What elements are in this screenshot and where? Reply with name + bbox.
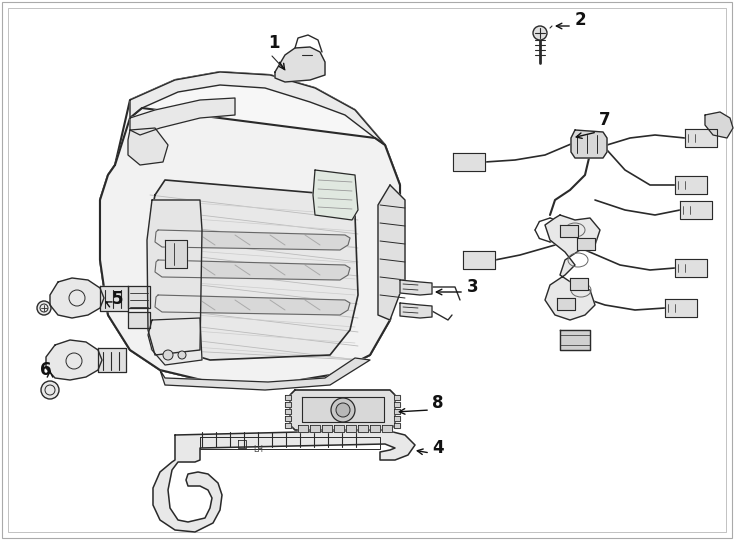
Polygon shape: [46, 340, 102, 380]
Polygon shape: [577, 238, 595, 250]
Text: 1: 1: [268, 34, 280, 52]
Polygon shape: [394, 409, 400, 414]
Polygon shape: [705, 112, 733, 138]
Polygon shape: [322, 425, 332, 432]
Polygon shape: [453, 153, 485, 171]
Polygon shape: [155, 295, 350, 315]
Polygon shape: [463, 251, 495, 269]
Polygon shape: [128, 312, 150, 328]
Text: LH: LH: [253, 444, 263, 454]
Polygon shape: [165, 240, 187, 268]
Polygon shape: [400, 303, 432, 318]
Polygon shape: [571, 130, 607, 158]
Polygon shape: [302, 397, 384, 422]
Text: 3: 3: [467, 278, 479, 296]
Text: 7: 7: [599, 111, 611, 129]
Polygon shape: [130, 72, 385, 145]
Polygon shape: [394, 402, 400, 407]
Polygon shape: [155, 230, 350, 250]
Circle shape: [178, 351, 186, 359]
Polygon shape: [153, 430, 415, 532]
Polygon shape: [50, 278, 104, 318]
Polygon shape: [675, 176, 707, 194]
Polygon shape: [285, 395, 291, 400]
Polygon shape: [310, 425, 320, 432]
Polygon shape: [346, 425, 356, 432]
Polygon shape: [100, 108, 400, 385]
Polygon shape: [557, 298, 575, 310]
Polygon shape: [665, 299, 697, 317]
Polygon shape: [147, 200, 202, 355]
Circle shape: [336, 403, 350, 417]
Circle shape: [41, 381, 59, 399]
Text: 6: 6: [40, 361, 51, 379]
Polygon shape: [160, 358, 370, 390]
Polygon shape: [298, 425, 308, 432]
Polygon shape: [155, 260, 350, 280]
Text: 8: 8: [432, 394, 443, 412]
Polygon shape: [358, 425, 368, 432]
Polygon shape: [290, 390, 395, 430]
Polygon shape: [148, 180, 358, 360]
Polygon shape: [100, 72, 400, 385]
Text: 2: 2: [575, 11, 586, 29]
Circle shape: [37, 301, 51, 315]
Text: 5: 5: [112, 290, 123, 308]
Polygon shape: [382, 425, 392, 432]
Polygon shape: [400, 280, 432, 295]
Polygon shape: [545, 215, 600, 320]
Polygon shape: [275, 47, 325, 82]
Polygon shape: [394, 395, 400, 400]
Polygon shape: [685, 129, 717, 147]
Polygon shape: [98, 348, 126, 372]
Polygon shape: [370, 425, 380, 432]
Polygon shape: [378, 185, 405, 320]
Polygon shape: [100, 286, 128, 311]
Polygon shape: [394, 416, 400, 421]
Polygon shape: [285, 402, 291, 407]
Polygon shape: [285, 409, 291, 414]
Circle shape: [163, 350, 173, 360]
Polygon shape: [313, 170, 358, 220]
Polygon shape: [675, 259, 707, 277]
Polygon shape: [285, 416, 291, 421]
Polygon shape: [334, 425, 344, 432]
Polygon shape: [130, 98, 235, 135]
Polygon shape: [285, 423, 291, 428]
Polygon shape: [560, 330, 590, 350]
Circle shape: [331, 398, 355, 422]
Polygon shape: [128, 286, 150, 308]
Polygon shape: [570, 278, 588, 290]
Text: 4: 4: [432, 439, 443, 457]
Polygon shape: [148, 318, 202, 365]
Polygon shape: [560, 225, 578, 237]
Polygon shape: [394, 423, 400, 428]
Polygon shape: [680, 201, 712, 219]
Polygon shape: [128, 128, 168, 165]
Circle shape: [533, 26, 547, 40]
